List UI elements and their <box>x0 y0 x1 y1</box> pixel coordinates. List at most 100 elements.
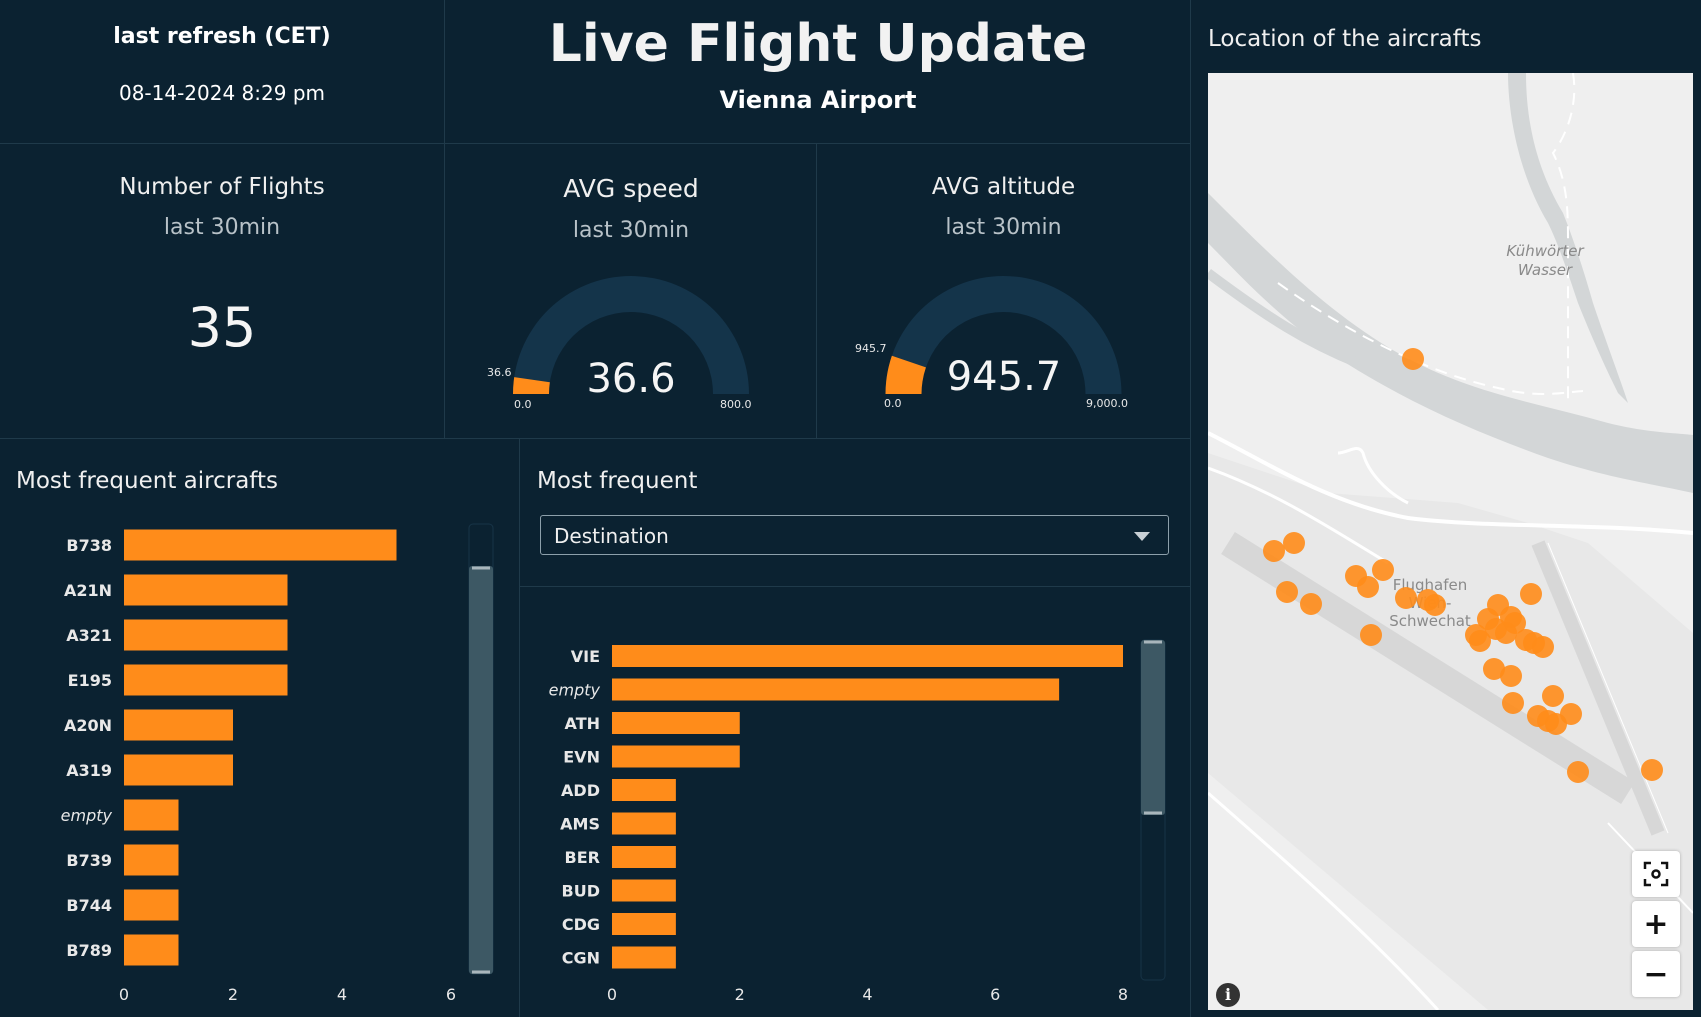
speed-value: 36.6 <box>586 356 676 402</box>
aircraft-marker <box>1520 583 1542 605</box>
destination-select[interactable]: Destination <box>540 515 1169 555</box>
speed-min-label: 0.0 <box>514 398 532 411</box>
aircraft-marker <box>1300 593 1322 615</box>
bar[interactable] <box>612 946 676 969</box>
zoom-out-button[interactable]: − <box>1632 951 1680 997</box>
category-label: A21N <box>64 581 112 600</box>
map-river-2 <box>1208 268 1360 368</box>
aircraft-marker <box>1495 622 1517 644</box>
map-road-2 <box>1208 466 1389 565</box>
bar[interactable] <box>124 529 397 561</box>
x-tick-label: 2 <box>735 985 745 1004</box>
speed-gauge-fill <box>513 377 550 394</box>
speed-gauge-track <box>513 276 749 394</box>
category-label: ADD <box>561 781 600 800</box>
category-label: BER <box>565 848 600 867</box>
scrollbar-thumb[interactable] <box>469 566 493 974</box>
altitude-gauge-track <box>885 276 1122 394</box>
bar[interactable] <box>612 678 1060 701</box>
aircraft-marker <box>1483 658 1505 680</box>
altitude-title: AVG altitude <box>931 174 1076 200</box>
frequent-chart-title: Most frequent <box>537 468 698 494</box>
map-label-water-2: Wasser <box>1518 261 1573 279</box>
map-road-4 <box>1208 791 1440 1010</box>
map-fit-bounds-button[interactable] <box>1632 851 1680 897</box>
bar[interactable] <box>124 754 233 786</box>
speed-marker-label: 36.6 <box>487 366 512 379</box>
category-label: A319 <box>66 761 112 780</box>
zoom-in-button[interactable]: + <box>1632 901 1680 947</box>
bar[interactable] <box>124 799 179 831</box>
category-label: AMS <box>560 815 600 834</box>
bar[interactable] <box>612 812 676 835</box>
bar[interactable] <box>612 879 676 902</box>
category-label: BUD <box>562 882 600 901</box>
category-label: B738 <box>66 536 112 555</box>
altitude-subtitle: last 30min <box>945 215 1062 240</box>
aircraft-marker <box>1641 759 1663 781</box>
bar[interactable] <box>124 664 288 696</box>
aircraft-map[interactable]: Kühwörter Wasser Flughafen Wien- Schwech… <box>1208 73 1693 1010</box>
destination-select-value: Destination <box>554 524 669 548</box>
aircraft-marker <box>1357 576 1379 598</box>
altitude-marker-label: 945.7 <box>855 342 887 355</box>
bar[interactable] <box>612 645 1123 667</box>
altitude-gauge <box>885 276 1122 394</box>
map-waterway-dash-2 <box>1551 73 1576 403</box>
bar[interactable] <box>612 779 676 801</box>
refresh-time: 08-14-2024 8:29 pm <box>118 81 326 105</box>
category-label: B744 <box>66 896 112 915</box>
speed-max-label: 800.0 <box>720 398 752 411</box>
scrollbar-thumb[interactable] <box>1141 640 1165 815</box>
bar[interactable] <box>124 844 179 876</box>
aircraft-marker <box>1360 624 1382 646</box>
bar[interactable] <box>612 712 740 734</box>
altitude-value: 945.7 <box>946 354 1062 400</box>
x-tick-label: 2 <box>228 985 238 1004</box>
flights-title: Number of Flights <box>119 174 325 200</box>
x-tick-label: 8 <box>1118 985 1128 1004</box>
category-label: A20N <box>64 716 112 735</box>
bar[interactable] <box>612 913 676 935</box>
speed-gauge <box>513 276 749 394</box>
plus-icon: + <box>1643 906 1669 942</box>
altitude-max-label: 9,000.0 <box>1086 397 1128 410</box>
x-tick-label: 4 <box>337 985 347 1004</box>
category-label: E195 <box>68 671 112 690</box>
bar[interactable] <box>124 619 288 651</box>
info-icon[interactable]: i <box>1216 983 1240 1007</box>
aircraft-marker <box>1560 703 1582 725</box>
map-river <box>1208 193 1693 493</box>
map-runway-2 <box>1531 540 1665 836</box>
page-title: Live Flight Update <box>548 14 1088 74</box>
map-base: Kühwörter Wasser Flughafen Wien- Schwech… <box>1208 73 1693 1010</box>
bar[interactable] <box>124 574 288 606</box>
flights-value: 35 <box>187 296 257 359</box>
altitude-min-label: 0.0 <box>884 397 902 410</box>
frequent-bar-chart: VIE empty ATH EVN ADD AMS BER BUD CDG CGN 0 2 4 6 8 <box>549 639 1166 1004</box>
category-label: empty <box>549 681 601 700</box>
category-label: ATH <box>565 714 600 733</box>
minus-icon: − <box>1643 956 1669 992</box>
bar[interactable] <box>124 709 233 741</box>
bar[interactable] <box>124 889 179 921</box>
aircraft-marker <box>1372 559 1394 581</box>
aircraft-marker <box>1263 540 1285 562</box>
altitude-gauge-fill <box>885 355 926 394</box>
map-road-1 <box>1208 431 1693 535</box>
map-runway-3 <box>1547 542 1669 834</box>
category-label: CGN <box>562 949 600 968</box>
map-road-3 <box>1337 447 1409 505</box>
refresh-title: last refresh (CET) <box>113 24 331 49</box>
bar[interactable] <box>612 745 740 768</box>
flights-subtitle: last 30min <box>163 215 281 240</box>
page-subtitle: Vienna Airport <box>719 86 917 114</box>
category-label: B789 <box>66 941 112 960</box>
x-tick-label: 6 <box>990 985 1000 1004</box>
aircraft-marker <box>1469 630 1491 652</box>
bar[interactable] <box>124 934 179 966</box>
aircraft-marker <box>1283 532 1305 554</box>
bar[interactable] <box>612 846 676 868</box>
speed-subtitle: last 30min <box>572 218 690 243</box>
category-label: EVN <box>563 748 600 767</box>
